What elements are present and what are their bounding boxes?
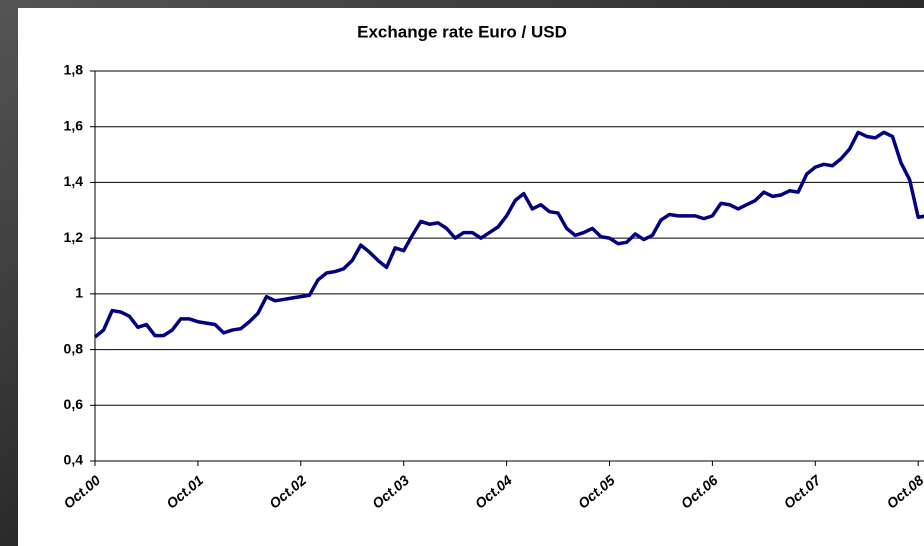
y-tick-label: 0,6 bbox=[64, 396, 84, 412]
chart-title: Exchange rate Euro / USD bbox=[357, 22, 567, 41]
y-tick-label: 1,8 bbox=[64, 62, 84, 78]
line-series bbox=[93, 130, 924, 339]
y-tick-label: 0,4 bbox=[64, 452, 84, 468]
y-tick-label: 1,4 bbox=[64, 173, 84, 189]
chart-panel bbox=[18, 8, 924, 546]
y-tick-label: 1 bbox=[75, 285, 83, 301]
y-tick-label: 0,8 bbox=[64, 340, 84, 356]
y-tick-label: 1,6 bbox=[64, 117, 84, 133]
y-tick-label: 1,2 bbox=[64, 229, 84, 245]
